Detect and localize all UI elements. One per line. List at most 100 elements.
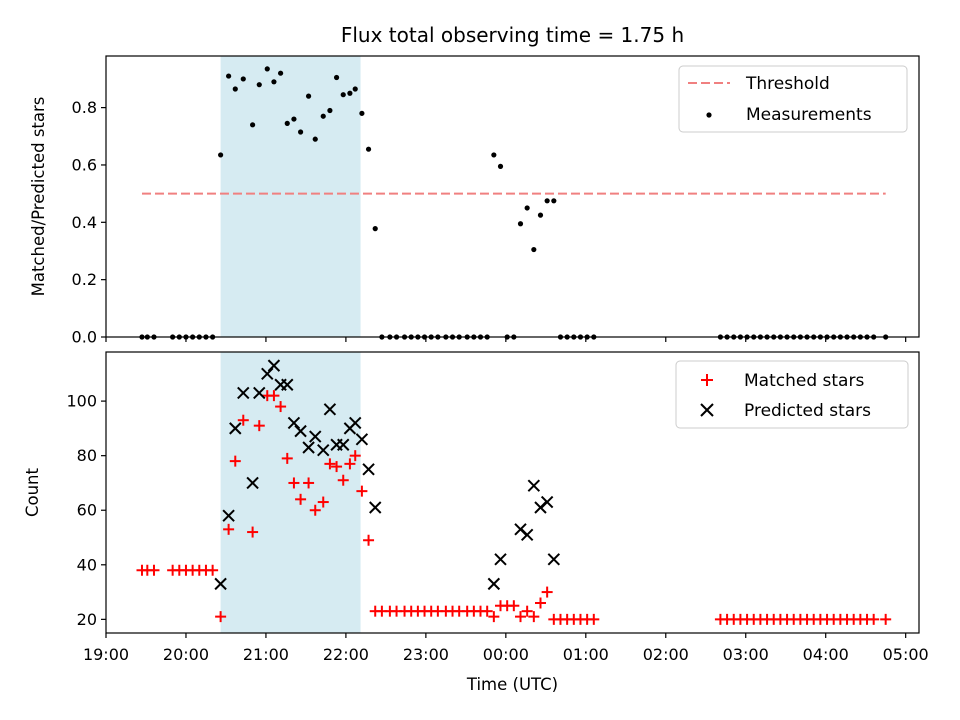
y-tick-label: 100 (66, 392, 97, 411)
matched-star-marker (309, 504, 321, 516)
bottom-legend-box (675, 360, 909, 429)
measurement-point (551, 198, 557, 204)
matched-star-marker (363, 534, 375, 546)
x-axis-label: Time (UTC) (466, 675, 558, 694)
y-tick-label: 0.2 (72, 270, 97, 289)
top-y-axis-label: Matched/Predicted stars (29, 97, 48, 297)
legend-measurements-swatch (706, 112, 712, 118)
bottom-y-axis: 20 40 60 80 100 (66, 392, 106, 629)
top-observing-span (220, 56, 361, 337)
predicted-star-marker (317, 444, 330, 457)
measurement-point (491, 152, 497, 158)
measurement-point (284, 120, 290, 126)
x-tick-label: 21:00 (243, 645, 289, 664)
predicted-stars-series (214, 359, 561, 591)
predicted-star-marker (253, 386, 266, 400)
predicted-star-marker (309, 430, 322, 443)
predicted-star-marker (520, 528, 534, 541)
top-axes-frame (105, 55, 920, 338)
measurement-point (544, 198, 550, 204)
top-legend: Threshold Measurements (678, 65, 908, 133)
x-tick-label: 05:00 (883, 645, 929, 664)
top-legend-box (678, 65, 908, 133)
measurement-point (218, 152, 224, 158)
matched-star-marker (223, 523, 235, 535)
matched-star-marker (281, 452, 293, 464)
top-x-ticks (105, 337, 907, 342)
measurement-point (333, 74, 340, 81)
predicted-star-marker (237, 386, 250, 400)
predicted-star-marker (487, 577, 501, 591)
predicted-star-marker (349, 416, 362, 430)
measurement-point (347, 90, 353, 96)
predicted-star-marker (246, 476, 259, 490)
matched-star-marker (868, 613, 880, 625)
measurement-point (232, 86, 238, 92)
predicted-star-marker (355, 433, 369, 446)
matched-star-marker (349, 450, 361, 462)
predicted-star-marker (267, 359, 281, 372)
bottom-axes-frame (105, 351, 920, 634)
matched-star-marker (268, 390, 280, 402)
predicted-star-marker (302, 441, 315, 454)
matched-star-marker (253, 420, 265, 432)
measurement-point (340, 92, 346, 98)
matched-star-marker (317, 496, 329, 508)
measurement-point (524, 205, 530, 211)
predicted-star-marker (294, 424, 307, 438)
y-tick-label: 0.0 (72, 328, 97, 347)
predicted-star-marker (287, 416, 301, 430)
matched-star-marker (337, 474, 349, 486)
x-tick-label: 19:00 (83, 645, 129, 664)
matched-star-marker (295, 493, 307, 505)
measurement-point (305, 93, 312, 99)
y-tick-label: 0.8 (72, 98, 97, 117)
y-tick-label: 40 (77, 555, 97, 574)
measurement-point (531, 246, 537, 253)
predicted-star-marker (337, 438, 350, 451)
matched-star-marker (508, 600, 520, 612)
measurement-point (497, 163, 504, 169)
y-tick-label: 20 (77, 610, 97, 629)
measurement-point (250, 122, 256, 128)
measurement-point (240, 76, 246, 82)
legend-threshold-label: Threshold (745, 74, 830, 94)
y-tick-label: 0.4 (72, 213, 97, 232)
matched-star-marker (215, 611, 227, 623)
measurement-point (226, 73, 232, 79)
measurement-point (271, 79, 277, 85)
predicted-star-marker (527, 479, 541, 492)
measurement-point (365, 146, 372, 152)
matched-star-marker (275, 401, 287, 413)
matched-star-marker (356, 485, 368, 497)
x-tick-label: 00:00 (483, 645, 529, 664)
predicted-star-marker (229, 422, 242, 435)
measurement-point (277, 70, 284, 76)
measurement-point (320, 113, 326, 119)
matched-star-marker (541, 586, 553, 598)
measurement-point (256, 82, 262, 88)
x-tick-label: 02:00 (643, 645, 689, 664)
top-y-axis: 0.0 0.2 0.4 0.6 0.8 (72, 98, 106, 347)
x-tick-label: 20:00 (163, 645, 209, 664)
matched-stars-series (136, 390, 892, 625)
matched-star-marker (880, 613, 892, 625)
x-tick-label: 03:00 (723, 645, 769, 664)
matched-star-marker (148, 564, 160, 576)
matched-star-marker (229, 455, 241, 467)
measurement-point (297, 129, 304, 135)
measurement-point (327, 107, 333, 114)
matched-star-marker (237, 414, 249, 426)
matched-star-marker (344, 458, 356, 470)
x-tick-label: 01:00 (563, 645, 609, 664)
y-tick-label: 0.6 (72, 155, 97, 174)
matched-star-marker (331, 461, 343, 473)
measurement-point (359, 110, 365, 116)
y-tick-label: 60 (77, 501, 97, 520)
bottom-x-axis: 19:00 20:00 21:00 22:00 23:00 00:00 01:00 02:00… (83, 633, 929, 664)
legend-predicted-label: Predicted stars (744, 401, 871, 421)
measurement-point (372, 226, 378, 232)
x-tick-label: 04:00 (803, 645, 849, 664)
matched-star-marker (207, 564, 219, 576)
measurement-point (291, 116, 297, 122)
